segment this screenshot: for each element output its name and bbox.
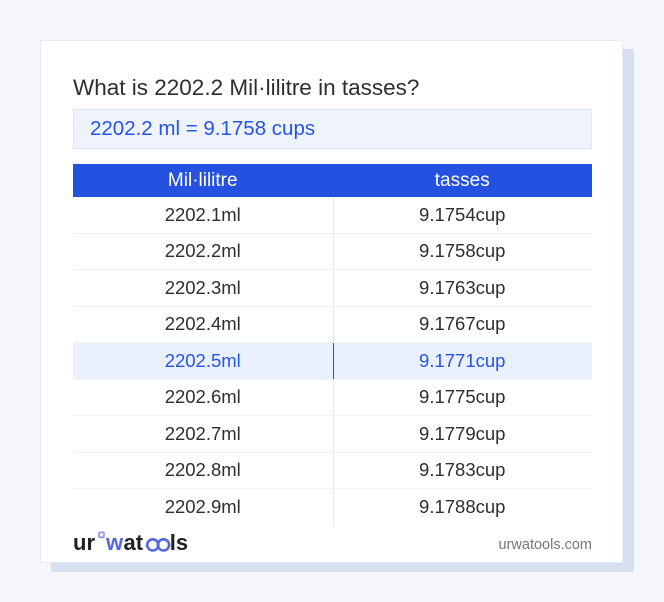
svg-text:at: at: [124, 530, 144, 555]
svg-text:w: w: [105, 530, 124, 555]
svg-text:ls: ls: [170, 530, 188, 555]
svg-text:ur: ur: [73, 530, 95, 555]
